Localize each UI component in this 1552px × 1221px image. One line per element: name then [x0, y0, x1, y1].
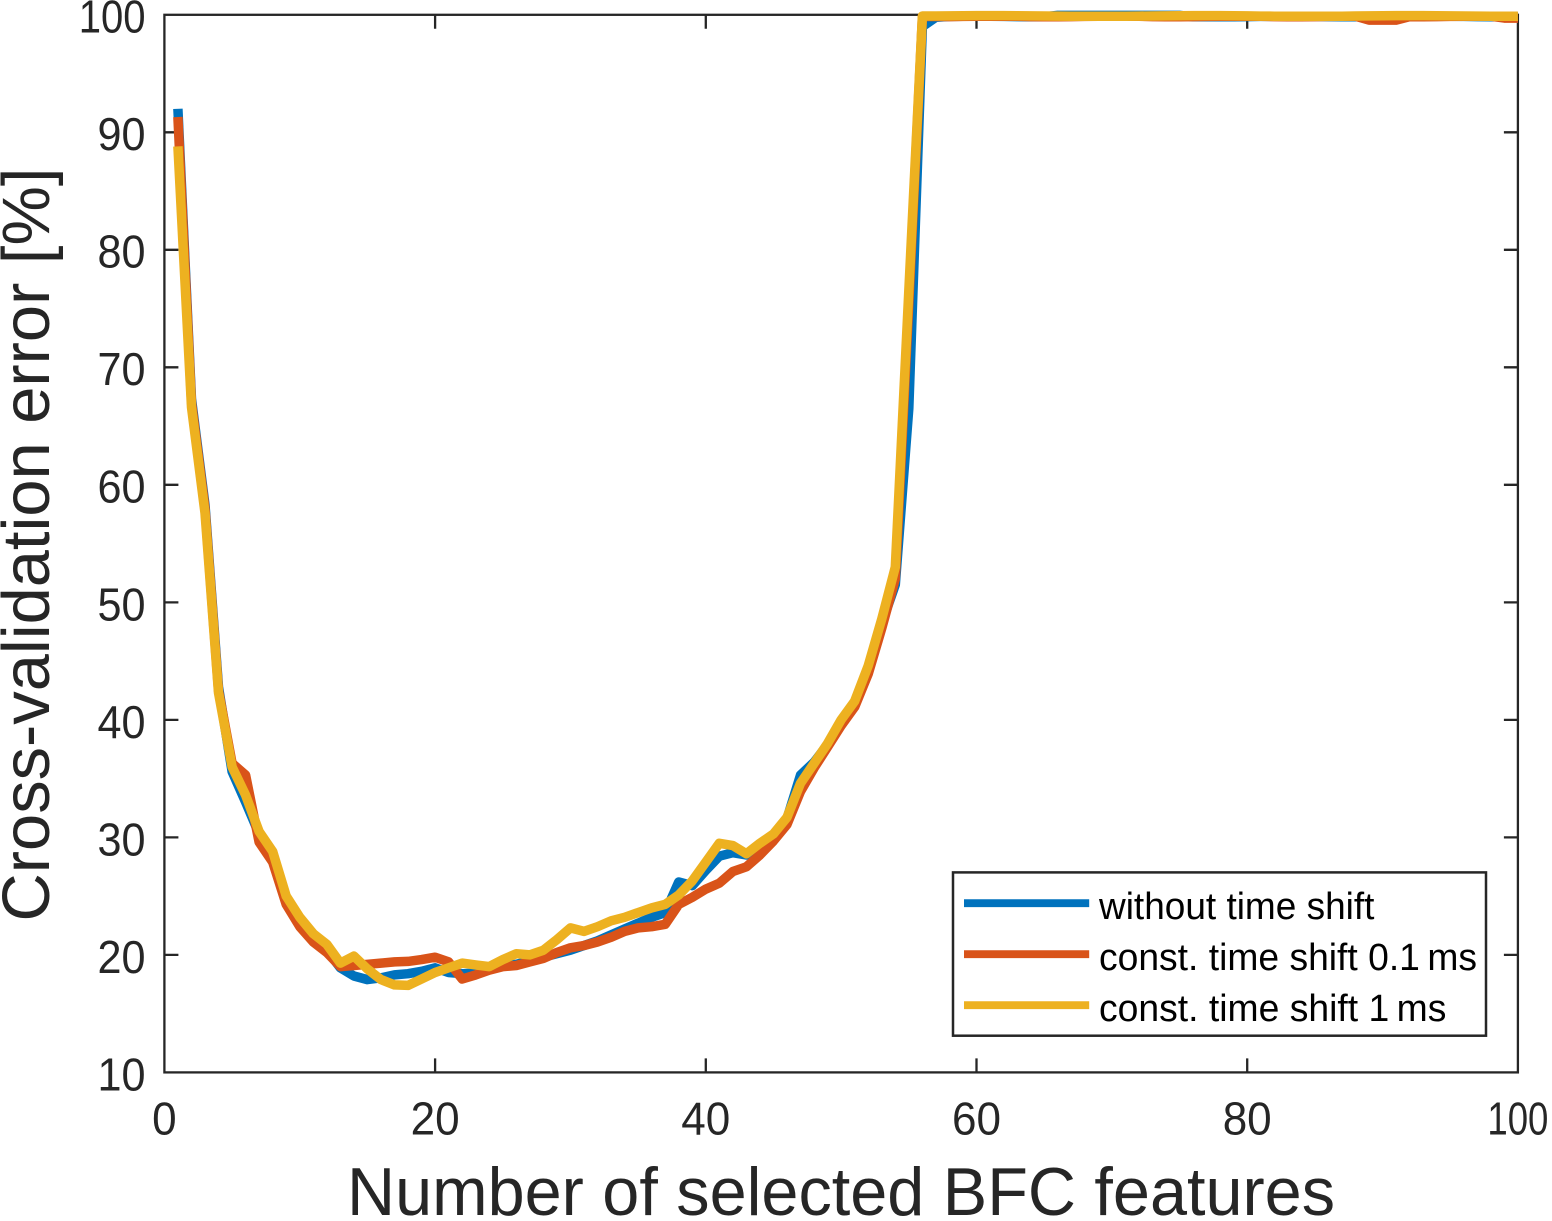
svg-text:90: 90 [98, 108, 146, 160]
svg-text:40: 40 [98, 696, 146, 748]
svg-text:Number of selected BFC feature: Number of selected BFC features [347, 1154, 1335, 1216]
svg-text:10: 10 [98, 1048, 146, 1100]
svg-text:80: 80 [98, 226, 146, 278]
svg-text:30: 30 [98, 813, 146, 865]
svg-text:Cross-validation error [%]: Cross-validation error [%] [0, 168, 64, 922]
svg-text:without time shift: without time shift [1098, 886, 1375, 928]
svg-text:const. time shift 1 ms: const. time shift 1 ms [1099, 988, 1446, 1030]
svg-text:80: 80 [1223, 1093, 1272, 1145]
svg-text:20: 20 [98, 931, 146, 983]
svg-text:60: 60 [952, 1093, 1001, 1145]
svg-text:100: 100 [79, 0, 146, 43]
svg-text:40: 40 [681, 1093, 730, 1145]
svg-text:60: 60 [98, 461, 146, 513]
svg-text:const. time shift 0.1 ms: const. time shift 0.1 ms [1099, 937, 1477, 979]
svg-text:100: 100 [1487, 1093, 1548, 1145]
svg-text:0: 0 [152, 1093, 177, 1145]
svg-text:50: 50 [98, 578, 146, 630]
svg-text:70: 70 [98, 343, 146, 395]
svg-text:20: 20 [411, 1093, 460, 1145]
